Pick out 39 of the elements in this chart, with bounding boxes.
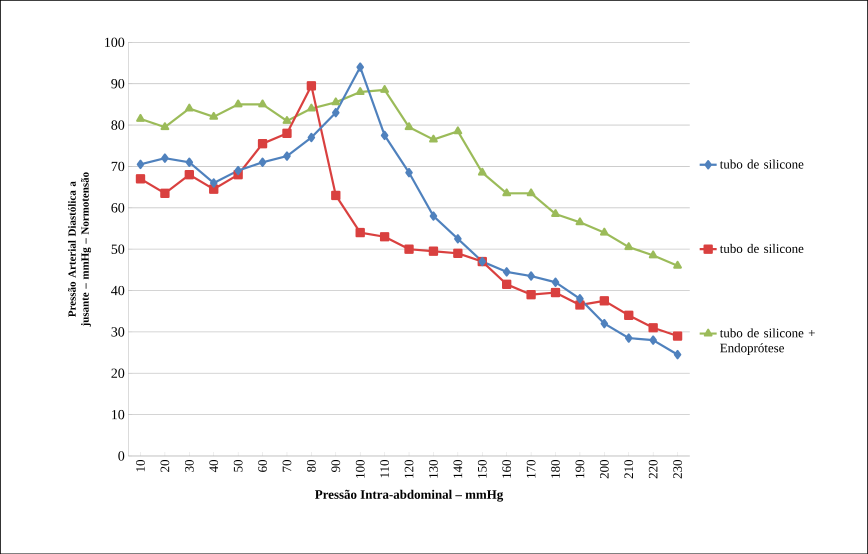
x-tick-label: 180 — [551, 460, 560, 478]
legend-label: tubo de silicone — [720, 159, 804, 168]
legend-label: tubo de silicone — [720, 244, 804, 253]
x-tick-label: 130 — [429, 460, 438, 478]
x-tick-label: 210 — [624, 460, 634, 478]
y-tick-label: 0 — [118, 451, 124, 461]
x-tick-label: 20 — [160, 460, 170, 472]
x-tick-label: 150 — [478, 460, 487, 478]
y-tick-label: 20 — [111, 368, 124, 378]
x-tick-label: 30 — [184, 460, 194, 472]
x-tick-label: 80 — [307, 460, 316, 472]
y-tick-label: 60 — [111, 202, 124, 212]
x-tick-label: 40 — [209, 460, 218, 472]
x-tick-label: 100 — [356, 460, 365, 478]
y-axis-title: Pressão Arterial Diastólica a jusante – mmHg – Normotensão — [68, 172, 92, 326]
y-tick-label: 50 — [112, 244, 124, 254]
x-tick-label: 230 — [673, 460, 682, 478]
y-tick-label: 90 — [111, 78, 124, 88]
y-tick-label: 70 — [112, 162, 124, 171]
y-tick-label: 10 — [112, 410, 124, 420]
x-tick-label: 160 — [502, 460, 512, 478]
y-tick-label: 30 — [112, 327, 124, 336]
x-tick-label: 190 — [576, 460, 584, 478]
x-axis-title: Pressão Intra-abdominal – mmHg — [315, 490, 504, 502]
x-tick-label: 70 — [282, 460, 292, 472]
y-tick-label: 40 — [111, 286, 124, 296]
x-tick-label: 220 — [648, 460, 658, 478]
x-tick-label: 140 — [453, 460, 462, 478]
x-tick-label: 10 — [136, 460, 145, 472]
legend-label: tubo de silicone + Endoprótese — [720, 328, 815, 355]
x-tick-label: 110 — [380, 460, 389, 478]
x-tick-label: 50 — [234, 460, 243, 472]
x-tick-label: 120 — [404, 460, 414, 478]
x-tick-label: 200 — [600, 460, 609, 478]
x-tick-label: 170 — [526, 460, 536, 478]
x-tick-label: 60 — [258, 460, 267, 472]
x-tick-label: 90 — [331, 460, 340, 472]
y-tick-label: 100 — [105, 38, 124, 47]
y-tick-label: 80 — [111, 120, 124, 130]
